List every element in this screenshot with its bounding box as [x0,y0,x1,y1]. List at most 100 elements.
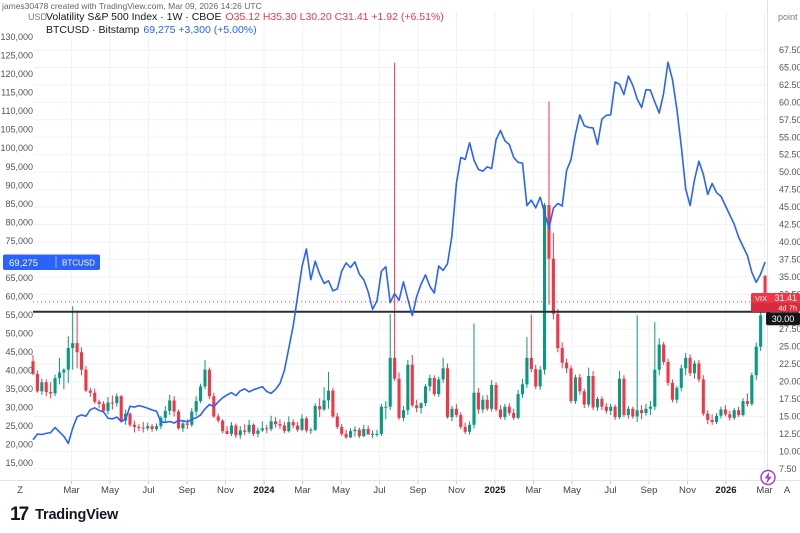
price-lines [33,301,770,313]
candle-body [675,387,679,400]
candle-body [141,427,145,429]
candle-body [84,369,88,391]
candle-body [622,378,626,416]
candle-body [388,357,392,407]
candle-body [393,357,397,379]
candle-body [565,362,569,369]
gridlines [0,0,800,481]
candle-body [759,315,763,347]
lightning-icon[interactable] [760,469,776,486]
time-axis[interactable]: Z Mar May Jul Sep Nov 2024 Mar May Jul Sep Nov 2025 M… [17,481,791,496]
svg-text:May: May [332,485,350,496]
svg-text:90,000: 90,000 [5,180,33,190]
candle-body [278,424,282,426]
svg-text:May: May [101,485,119,496]
candle-body [485,399,489,409]
vix-candles-layer[interactable] [31,62,767,439]
candle-body [723,409,727,415]
legend-btc-row[interactable]: BTCUSD · Bitstamp 69,275 +3,300 (+5.00%) [46,24,444,37]
candle-body [441,368,445,380]
candle-body [498,409,503,418]
svg-text:95,000: 95,000 [5,162,33,172]
svg-text:Sep: Sep [410,485,427,496]
candle-body [604,406,608,411]
candle-body [573,377,577,402]
right-price-axis[interactable]: point 67.50 65.00 62.50 60.00 57.50 55.00 52.50… [778,12,800,474]
svg-text:50.00: 50.00 [779,167,800,177]
candle-body [520,384,525,395]
candle-body [710,419,714,423]
candle-body [40,382,44,392]
legend-vix-row[interactable]: Volatility S&P 500 Index · 1W · CBOE O35.… [46,11,444,24]
candle-body [468,424,472,432]
tradingview-logo-icon[interactable]: 17 [10,504,29,525]
svg-text:7.50: 7.50 [779,464,797,474]
candle-body [375,433,379,435]
svg-text:69,275: 69,275 [9,258,38,269]
svg-text:110,000: 110,000 [1,106,33,116]
tradingview-logo-text[interactable]: TradingView [35,507,119,523]
candle-body [203,369,207,387]
candle-body [31,361,35,374]
svg-text:50,000: 50,000 [5,328,33,338]
candle-body [256,430,260,434]
candle-body [476,392,480,410]
candle-body [653,369,657,407]
svg-text:37.50: 37.50 [779,254,800,264]
left-price-axis[interactable]: USD 130,000 125,000 120,000 115,000 110,000 10… [0,12,47,468]
candle-body [172,400,176,412]
candle-body [97,401,101,404]
candle-body [62,369,66,373]
svg-text:Mar: Mar [294,485,310,496]
candle-body [684,357,688,369]
svg-text:Mar: Mar [63,485,79,496]
svg-text:25.00: 25.00 [779,342,800,352]
candle-body [49,392,53,394]
svg-text:Jul: Jul [604,485,616,496]
candle-body [732,410,736,418]
chart-svg[interactable]: USD 130,000 125,000 120,000 115,000 110,000 10… [0,0,800,497]
svg-text:2024: 2024 [253,485,275,496]
candle-body [331,390,335,417]
candle-body [428,378,432,387]
candle-body [348,431,353,438]
svg-text:31.41: 31.41 [774,293,797,303]
btc-price-values: 69,275 +3,300 (+5.00%) [143,23,257,36]
candle-body [190,411,194,425]
candle-body [221,420,225,432]
svg-text:125,000: 125,000 [0,51,33,61]
candle-body [582,391,586,405]
svg-text:Nov: Nov [679,485,696,496]
vix-series-title: Volatility S&P 500 Index · 1W · CBOE [46,11,222,23]
svg-text:VIX: VIX [755,294,767,303]
svg-text:Z: Z [17,485,23,496]
svg-text:10.00: 10.00 [779,446,800,456]
candle-body [679,368,683,388]
svg-text:80,000: 80,000 [5,217,33,227]
btc-series-title: BTCUSD · Bitstamp [46,23,140,36]
svg-text:45.00: 45.00 [779,202,800,212]
candle-body [595,399,600,408]
candle-body [600,399,604,407]
candle-body [366,429,370,435]
candle-body [472,392,476,425]
svg-text:42.50: 42.50 [779,220,800,230]
btc-line[interactable] [32,61,766,445]
candle-body [287,422,291,432]
candle-body [525,357,529,385]
svg-text:12.50: 12.50 [779,429,800,439]
candle-body [750,375,754,404]
candle-body [406,364,410,411]
attribution-text: james30478 created with TradingView.com,… [2,1,262,11]
candle-body [481,399,485,410]
svg-text:Sep: Sep [641,485,658,496]
candle-body [459,415,463,427]
svg-text:60.00: 60.00 [779,97,800,107]
svg-text:55,000: 55,000 [5,310,33,320]
candle-body [79,352,84,370]
candle-body [265,428,269,430]
candle-body [194,401,198,412]
candle-body [534,368,538,387]
chart-legend: Volatility S&P 500 Index · 1W · CBOE O35.… [46,11,444,36]
